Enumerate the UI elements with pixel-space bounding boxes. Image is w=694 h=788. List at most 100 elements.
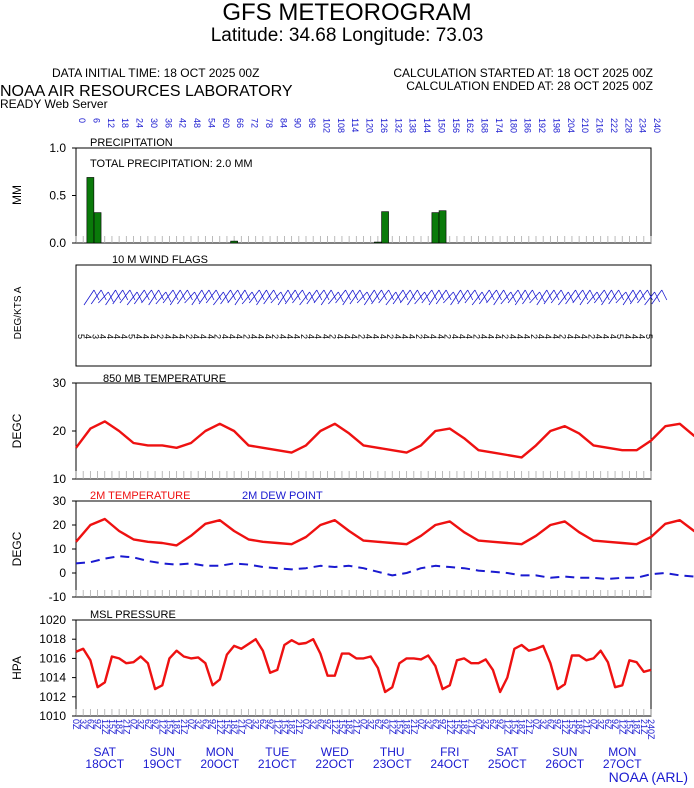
forecast-hour-label: 150	[436, 118, 446, 133]
t2m-ytick-label: 20	[53, 518, 67, 532]
wind-barb	[133, 289, 145, 305]
time-axis-hour-label: 15Z	[567, 719, 577, 735]
time-axis-hour-label: 0Z	[129, 719, 139, 730]
wind-barb	[536, 289, 548, 306]
wind-speed-label: 4	[284, 334, 294, 339]
wind-speed-label: 2	[586, 334, 596, 339]
wind-barb	[622, 289, 634, 306]
precip-total: TOTAL PRECIPITATION: 2.0 MM	[90, 158, 253, 170]
wind-speed-label: 4	[601, 334, 611, 339]
wind-speed-label: 5	[76, 334, 86, 339]
forecast-hour-label: 240	[652, 118, 662, 133]
wind-speed-label: 2	[155, 334, 165, 339]
precip-ylabel: MM	[10, 185, 24, 205]
wind-barb-flag	[510, 291, 517, 303]
date-label: 21OCT	[258, 757, 297, 771]
pressure-frame	[75, 619, 652, 717]
wind-barb	[141, 289, 152, 304]
t2m-temperature-line	[75, 517, 694, 547]
wind-speed-label: 4	[148, 334, 158, 339]
forecast-hour-label: 192	[537, 118, 547, 133]
precip-bar	[86, 177, 95, 244]
wind-barb	[572, 289, 584, 304]
precip-ytick-label: 1.0	[49, 141, 66, 155]
time-axis-hour-label: 3Z	[366, 719, 376, 730]
wind-barb	[349, 289, 361, 305]
pressure-ytick-label: 1014	[39, 671, 66, 685]
wind-speed-label: 4	[320, 334, 330, 339]
wind-barb	[198, 289, 210, 305]
forecast-hour-label: 216	[595, 118, 605, 133]
wind-barb	[105, 289, 116, 306]
wind-barb	[514, 289, 526, 306]
wind-barb	[392, 289, 404, 305]
wind-speed-label: 2	[443, 334, 453, 339]
wind-speed-label: 4	[234, 334, 244, 339]
precip-title: PRECIPITATION	[90, 137, 173, 149]
wind-barb	[284, 289, 296, 305]
wind-speed-label: 2	[471, 334, 481, 339]
forecast-hour-label: 12	[106, 118, 116, 128]
time-axis-hour-label: 15Z	[107, 719, 117, 735]
wind-barb	[651, 289, 663, 305]
wind-speed-label: 4	[421, 334, 431, 339]
time-axis-hour-label: 18Z	[632, 719, 642, 735]
wind-barb	[644, 291, 655, 306]
wind-barb-flag	[517, 289, 524, 301]
calculation-started: CALCULATION STARTED AT: 18 OCT 2025 00Z	[393, 66, 653, 80]
date-label: 26OCT	[545, 757, 584, 771]
day-of-week-label: MON	[206, 745, 234, 759]
wind-barb	[586, 291, 598, 305]
time-axis-hour-label: 15Z	[624, 719, 634, 735]
wind-speed-label: 4	[464, 334, 474, 339]
wind-barb-flag	[467, 289, 474, 301]
time-axis-hour-label: 12Z	[100, 719, 110, 735]
wind-barb	[213, 291, 224, 306]
forecast-hour-label: 156	[451, 118, 461, 133]
time-axis-hour-label: 9Z	[495, 719, 505, 730]
wind-barb-flag	[158, 289, 165, 301]
date-label: 22OCT	[315, 757, 354, 771]
time-axis-hour-label: 0Z	[359, 719, 369, 730]
wind-speed-label: 2	[356, 334, 366, 339]
wind-speed-label: 4	[522, 334, 532, 339]
wind-speed-label: 4	[450, 334, 460, 339]
time-axis-hour-label: 18Z	[172, 719, 182, 735]
forecast-hour-label: 90	[293, 118, 303, 128]
forecast-hour-label: 0	[77, 118, 87, 123]
forecast-hour-label: 60	[221, 118, 231, 128]
forecast-hour-label: 72	[250, 118, 260, 128]
wind-speed-label: 4	[536, 334, 546, 339]
wind-barb	[148, 289, 160, 306]
wind-barb-flag	[258, 289, 265, 301]
time-axis-hour-label: 3Z	[193, 719, 203, 730]
pressure-ylabel: HPA	[10, 656, 24, 680]
wind-barb-flag	[359, 289, 366, 301]
wind-barb-flag	[201, 289, 208, 301]
precip-bar	[230, 240, 238, 244]
wind-barb-flag	[632, 289, 639, 301]
forecast-hour-label: 198	[551, 118, 561, 133]
wind-barb	[277, 289, 289, 306]
forecast-hour-label: 144	[422, 118, 432, 133]
wind-barb-flag	[294, 289, 301, 301]
wind-barb-flag	[338, 291, 344, 303]
pressure-ytick-label: 1020	[39, 613, 66, 627]
t850-ylabel: DEGC	[10, 413, 24, 448]
wind-barb-flag	[244, 289, 251, 301]
time-axis-hour-label: 18Z	[517, 719, 527, 735]
t2m-ytick-label: 10	[53, 542, 67, 556]
forecast-hour-label: 162	[465, 118, 475, 133]
time-axis-hour-label: 9Z	[323, 719, 333, 730]
server-label: READY Web Server	[0, 97, 108, 111]
wind-barb-flag	[230, 289, 236, 301]
wind-speed-label: 4	[457, 334, 467, 339]
time-axis-hour-label: 12Z	[387, 719, 397, 735]
time-axis-hour-label: 3Z	[251, 719, 261, 730]
wind-barb	[464, 289, 476, 304]
time-axis-hour-label: 0Z	[531, 719, 541, 730]
wind-barb-flag	[596, 291, 603, 303]
forecast-hour-label: 30	[149, 118, 159, 128]
forecast-hour-label: 78	[264, 118, 274, 128]
pressure-ytick-label: 1018	[39, 632, 66, 646]
